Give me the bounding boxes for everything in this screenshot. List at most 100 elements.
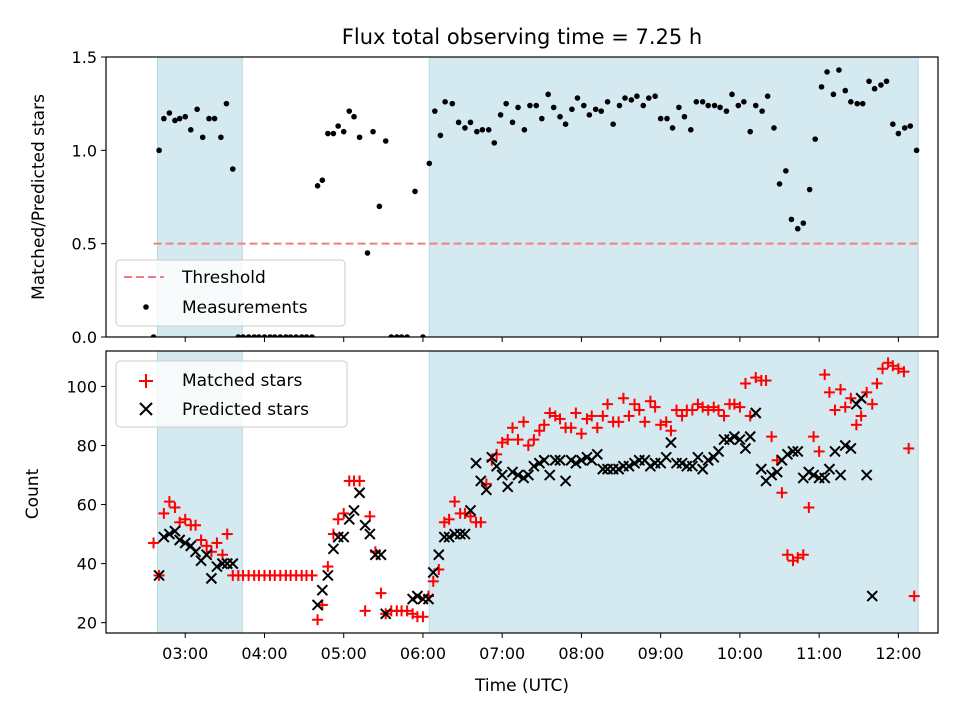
measurement-point [878, 82, 884, 88]
measurement-point [890, 121, 896, 127]
measurement-point [913, 147, 920, 154]
predicted-marker-b [322, 569, 334, 582]
matched-star-point [866, 398, 878, 410]
measurement-point [628, 97, 635, 103]
predicted-star-point [486, 451, 498, 464]
predicted-marker-b [692, 451, 704, 464]
y-tick-label: 0.5 [72, 235, 97, 254]
measurement-point [277, 334, 284, 337]
predicted-marker-b [771, 466, 783, 478]
measurement-point [610, 121, 616, 127]
measurement-point [806, 186, 813, 193]
measurement-point [467, 119, 474, 126]
y-tick-label: 60 [77, 496, 97, 515]
predicted-marker-b [375, 549, 387, 561]
shaded-interval [428, 57, 919, 337]
matched-star-point [686, 404, 698, 416]
matched-star-point [839, 401, 851, 413]
predicted-star-point [464, 504, 477, 517]
predicted-marker-b [433, 549, 445, 561]
measurement-point [515, 104, 521, 111]
measurement-point [676, 104, 682, 111]
predicted-star-point [512, 469, 524, 481]
matched-star-point [813, 445, 825, 457]
measurement-point [545, 91, 551, 98]
matched-star-point [169, 502, 181, 514]
measurement-point [420, 334, 426, 337]
predicted-star-point [343, 513, 355, 526]
matched-star-point [401, 605, 413, 617]
predicted-marker-b [506, 466, 519, 478]
measurement-point [771, 125, 777, 131]
measurement-point [717, 104, 723, 111]
matched-star-point [898, 366, 910, 378]
matched-star-point [375, 587, 387, 599]
matched-star-point [665, 425, 677, 437]
predicted-star-point [866, 590, 878, 602]
matched-star-point [322, 561, 334, 573]
measurement-point [156, 147, 162, 154]
predicted-marker-b [855, 392, 867, 404]
measurement-point [251, 334, 257, 337]
predicted-star-point [211, 560, 223, 573]
matched-star-point [491, 448, 503, 460]
legend-predicted-label: Predicted stars [182, 400, 309, 420]
x-axis-label: Time (UTC) [474, 676, 569, 696]
measurement-point [622, 95, 628, 101]
measurement-point [735, 102, 742, 109]
y-tick-label: 1.0 [72, 141, 97, 160]
measurement-point [398, 334, 405, 337]
matched-star-point [591, 422, 603, 434]
predicted-star-point [443, 531, 455, 543]
matched-star-point [676, 410, 688, 422]
top-legend: Threshold Measurements [115, 259, 346, 327]
predicted-marker-b [359, 519, 371, 531]
predicted-star-point [696, 463, 709, 475]
predicted-marker-b [353, 487, 366, 499]
predicted-star-point [480, 484, 493, 496]
matched-star-point [671, 404, 683, 416]
measurement-point [497, 112, 504, 118]
matched-star-point [522, 439, 534, 451]
predicted-star-point [755, 463, 768, 475]
predicted-marker-b [438, 531, 451, 543]
measurement-point [604, 99, 611, 105]
measurement-point [723, 108, 730, 114]
measurement-point [759, 108, 765, 114]
predicted-star-point [205, 572, 218, 585]
x-tick-label: 05:00 [321, 644, 367, 663]
top-y-axis-label: Matched/Predicted stars [29, 94, 49, 300]
matched-star-point [570, 407, 582, 419]
predicted-star-point [422, 593, 435, 605]
measurement-point [592, 106, 599, 113]
matched-star-point [538, 419, 550, 431]
predicted-marker-b [623, 460, 635, 472]
matched-star-point [306, 569, 318, 581]
predicted-star-point [153, 569, 165, 582]
x-tick-label: 11:00 [796, 644, 842, 663]
matched-star-point [359, 605, 371, 617]
measurement-point [764, 93, 771, 99]
measurement-point [194, 106, 200, 113]
measurement-point [462, 125, 468, 131]
matched-star-point [565, 422, 577, 434]
predicted-star-point [781, 448, 794, 461]
measurement-point [182, 113, 189, 120]
matched-star-point [829, 404, 841, 416]
measurement-point [426, 160, 433, 167]
matched-star-point [629, 398, 641, 410]
matched-star-point [597, 410, 609, 422]
predicted-star-point [348, 504, 360, 517]
matched-star-point [163, 496, 175, 508]
predicted-star-point [839, 439, 851, 452]
measurement-point [346, 108, 353, 114]
predicted-star-point [475, 475, 487, 487]
y-tick-label: 40 [77, 555, 97, 574]
measurement-point [206, 115, 212, 122]
predicted-marker-b [528, 460, 540, 472]
measurement-point [235, 334, 242, 337]
predicted-marker-b [866, 590, 878, 602]
predicted-marker-b [338, 531, 350, 543]
measurement-point [303, 334, 310, 337]
